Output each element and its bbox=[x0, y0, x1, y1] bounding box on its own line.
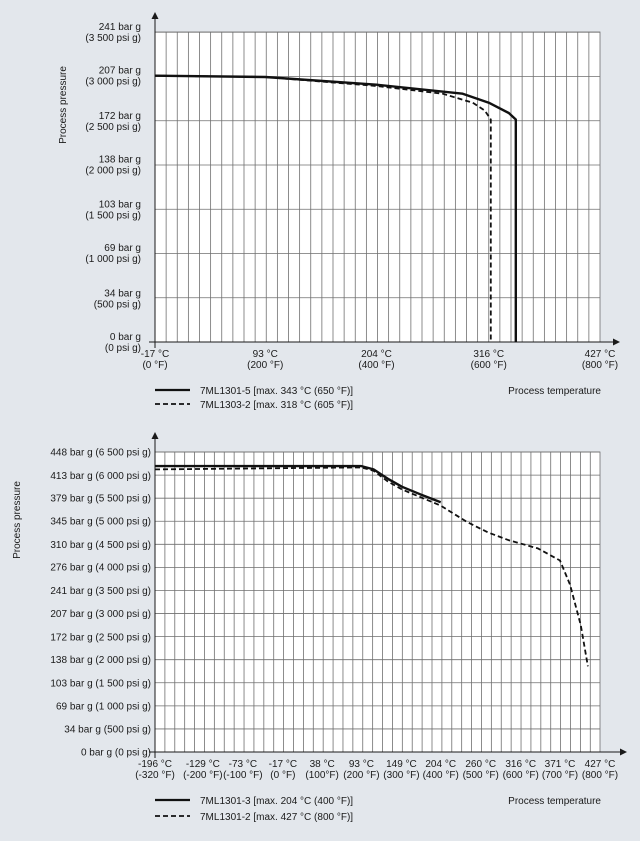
y-tick-label-psi: (2 000 psi g) bbox=[85, 165, 141, 176]
y-axis-arrow bbox=[151, 432, 159, 439]
y-tick-label: 207 bar g (3 000 psi g) bbox=[50, 609, 151, 620]
x-tick-label-fahrenheit: (-320 °F) bbox=[135, 770, 175, 781]
y-axis-title: Process pressure bbox=[58, 66, 69, 144]
y-tick-label-psi: (0 psi g) bbox=[105, 343, 141, 354]
x-tick-label-fahrenheit: (700 °F) bbox=[542, 770, 578, 781]
y-tick-label: 241 bar g (3 500 psi g) bbox=[50, 586, 151, 597]
x-tick-label: -129 °C bbox=[186, 759, 220, 770]
y-tick-label: 103 bar g (1 500 psi g) bbox=[50, 679, 151, 690]
y-axis-title: Process pressure bbox=[12, 481, 23, 559]
x-tick-label: 149 °C bbox=[386, 759, 417, 770]
x-tick-label-fahrenheit: (400 °F) bbox=[423, 770, 459, 781]
y-tick-label: 241 bar g bbox=[99, 22, 141, 33]
series-line-2 bbox=[154, 466, 589, 667]
y-tick-label: 69 bar g bbox=[104, 243, 141, 254]
x-tick-label-fahrenheit: (400 °F) bbox=[358, 360, 394, 371]
x-tick-label-fahrenheit: (100°F) bbox=[305, 770, 338, 781]
x-tick-label: 204 °C bbox=[361, 349, 392, 360]
y-tick-label-psi: (3 000 psi g) bbox=[85, 77, 141, 88]
legend-label-2: 7ML1301-2 [max. 427 °C (800 °F)] bbox=[200, 812, 353, 823]
legend-label-2: 7ML1303-2 [max. 318 °C (605 °F)] bbox=[200, 400, 353, 411]
x-tick-label: 93 °C bbox=[253, 349, 278, 360]
legend-label-1: 7ML1301-5 [max. 343 °C (650 °F)] bbox=[200, 386, 353, 397]
legend-label-1: 7ML1301-3 [max. 204 °C (400 °F)] bbox=[200, 796, 353, 807]
y-tick-label: 172 bar g (2 500 psi g) bbox=[50, 632, 151, 643]
x-axis-arrow bbox=[613, 338, 620, 346]
x-tick-label: 427 °C bbox=[585, 759, 616, 770]
x-tick-label-fahrenheit: (500 °F) bbox=[463, 770, 499, 781]
plot-area bbox=[154, 451, 601, 753]
x-axis-title: Process temperature bbox=[508, 796, 601, 807]
x-tick-label: 93 °C bbox=[349, 759, 374, 770]
y-tick-label: 379 bar g (5 500 psi g) bbox=[50, 494, 151, 505]
y-tick-label: 103 bar g bbox=[99, 200, 141, 211]
x-tick-label: -196 °C bbox=[138, 759, 172, 770]
x-tick-label: 260 °C bbox=[465, 759, 496, 770]
y-tick-label: 69 bar g (1 000 psi g) bbox=[56, 701, 151, 712]
x-tick-label-fahrenheit: (0 °F) bbox=[142, 360, 167, 371]
y-tick-label: 207 bar g bbox=[99, 66, 141, 77]
x-tick-label: 371 °C bbox=[545, 759, 576, 770]
y-tick-label: 34 bar g (500 psi g) bbox=[64, 725, 151, 736]
x-tick-label: -17 °C bbox=[269, 759, 297, 770]
y-tick-label-psi: (2 500 psi g) bbox=[85, 122, 141, 133]
x-axis-title: Process temperature bbox=[508, 386, 601, 397]
x-tick-label: 38 °C bbox=[310, 759, 335, 770]
y-tick-label-psi: (3 500 psi g) bbox=[85, 33, 141, 44]
x-tick-label: -73 °C bbox=[229, 759, 257, 770]
x-tick-label-fahrenheit: (800 °F) bbox=[582, 770, 618, 781]
x-tick-label: -17 °C bbox=[141, 349, 169, 360]
x-tick-label-fahrenheit: (200 °F) bbox=[343, 770, 379, 781]
y-tick-label: 138 bar g (2 000 psi g) bbox=[50, 655, 151, 666]
x-tick-label-fahrenheit: (-100 °F) bbox=[223, 770, 263, 781]
x-axis-arrow bbox=[620, 748, 627, 756]
y-tick-label-psi: (500 psi g) bbox=[94, 299, 141, 310]
x-tick-label: 316 °C bbox=[473, 349, 504, 360]
series-line-2 bbox=[154, 74, 492, 342]
x-tick-label-fahrenheit: (0 °F) bbox=[270, 770, 295, 781]
y-tick-label: 345 bar g (5 000 psi g) bbox=[50, 516, 151, 527]
y-axis-arrow bbox=[151, 12, 159, 19]
x-tick-label-fahrenheit: (300 °F) bbox=[383, 770, 419, 781]
y-tick-label: 0 bar g (0 psi g) bbox=[81, 748, 151, 759]
y-tick-label: 138 bar g bbox=[99, 154, 141, 165]
y-tick-label-psi: (1 500 psi g) bbox=[85, 211, 141, 222]
x-tick-label-fahrenheit: (800 °F) bbox=[582, 360, 618, 371]
x-tick-label-fahrenheit: (-200 °F) bbox=[183, 770, 223, 781]
chart-1: 0 bar g(0 psi g) 34 bar g(500 psi g) 69 ba… bbox=[58, 12, 620, 411]
y-tick-label: 413 bar g (6 000 psi g) bbox=[50, 471, 151, 482]
y-tick-label: 172 bar g bbox=[99, 111, 141, 122]
x-tick-label: 316 °C bbox=[505, 759, 536, 770]
x-tick-label-fahrenheit: (600 °F) bbox=[503, 770, 539, 781]
y-tick-label-psi: (1 000 psi g) bbox=[85, 254, 141, 265]
y-tick-label: 276 bar g (4 000 psi g) bbox=[50, 563, 151, 574]
y-tick-label: 448 bar g (6 500 psi g) bbox=[50, 448, 151, 459]
y-tick-label: 310 bar g (4 500 psi g) bbox=[50, 540, 151, 551]
y-tick-label: 0 bar g bbox=[110, 332, 141, 343]
x-tick-label: 427 °C bbox=[585, 349, 616, 360]
y-tick-label: 34 bar g bbox=[104, 288, 141, 299]
x-tick-label-fahrenheit: (600 °F) bbox=[471, 360, 507, 371]
series-line-1 bbox=[155, 464, 442, 504]
x-tick-label-fahrenheit: (200 °F) bbox=[247, 360, 283, 371]
chart-2: 0 bar g (0 psi g) 34 bar g (500 psi g) 69 … bbox=[12, 432, 627, 823]
x-tick-label: 204 °C bbox=[425, 759, 456, 770]
